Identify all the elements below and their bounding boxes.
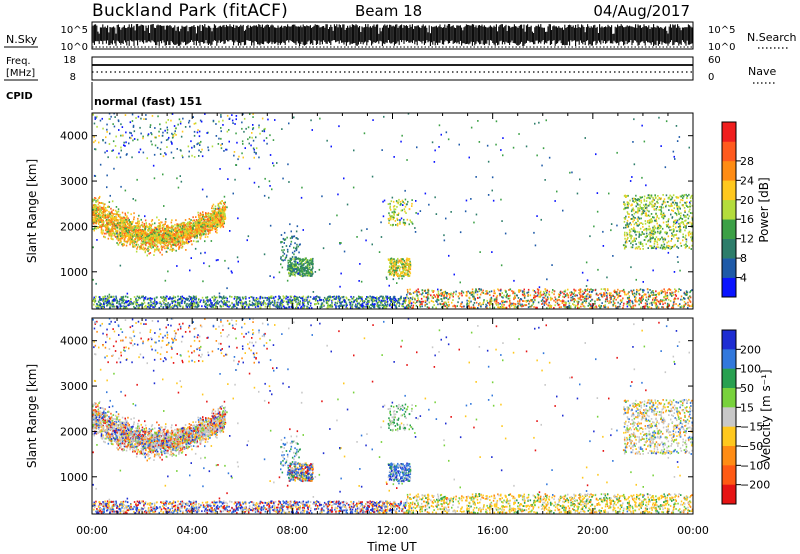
nsky-tick-top: 10^5 — [61, 25, 88, 36]
nsky-spikes — [91, 24, 693, 46]
freq-label-2: [MHz] — [6, 68, 35, 79]
power-color-4 — [722, 199, 736, 220]
power-color-3 — [722, 219, 736, 239]
power-panel: 1000 2000 3000 4000 Slant Range [km] — [25, 112, 694, 310]
velocity-color-2 — [722, 368, 736, 389]
x-tick-1: 04:00 — [176, 524, 208, 537]
freq-label-1: Freq. — [6, 56, 31, 67]
cpid-row: CPID normal (fast) 151 — [6, 82, 202, 110]
power-ytick-2: 3000 — [60, 175, 88, 188]
velocity-color-1 — [722, 349, 736, 369]
power-color-2 — [722, 238, 736, 259]
power-x-ticks — [91, 113, 694, 309]
site-title: Buckland Park (fitACF) — [92, 1, 288, 21]
velocity-scatter — [92, 317, 694, 514]
nave-tick-bottom: 0 — [708, 72, 714, 83]
power-y-axis: 1000 2000 3000 4000 — [60, 130, 693, 279]
velocity-cbar-tick-3: 15 — [740, 401, 754, 414]
power-cbar-tick-6: 28 — [740, 155, 754, 168]
velocity-ylabel: Slant Range [km] — [25, 364, 39, 468]
power-cbar-tick-5: 24 — [740, 174, 754, 187]
power-cbar-tick-4: 20 — [740, 194, 754, 207]
power-ytick-0: 1000 — [60, 266, 88, 279]
velocity-y-axis: 1000 2000 3000 4000 — [60, 335, 693, 484]
nave-label: Nave — [748, 65, 776, 78]
power-ytick-3: 4000 — [60, 130, 88, 143]
velocity-panel: 1000 2000 3000 4000 00:00 04:00 08:00 12:00 16:… — [25, 317, 709, 554]
power-color-6 — [722, 160, 736, 181]
power-color-0 — [722, 277, 736, 298]
x-axis-label: Time UT — [366, 540, 417, 554]
cpid-label: CPID — [6, 91, 33, 102]
nsearch-tick-top: 10^5 — [708, 25, 735, 36]
velocity-ytick-2: 3000 — [60, 380, 88, 393]
freq-panel: Freq. [MHz] 18 8 60 0 Nave — [4, 55, 776, 84]
x-tick-2: 08:00 — [276, 524, 308, 537]
power-cbar-tick-1: 8 — [740, 252, 747, 265]
velocity-colorbar: 200 100 50 15 −15 −50 −100 −200 Velocity [m s⁻¹… — [721, 329, 773, 505]
nsearch-tick-bottom: 10^0 — [708, 42, 735, 53]
power-color-1 — [722, 258, 736, 278]
nsky-panel: N.Sky 10^5 10^0 10^5 10^0 N.Search — [4, 21, 797, 53]
x-tick-5: 20:00 — [577, 524, 609, 537]
power-ylabel: Slant Range [km] — [25, 159, 39, 263]
velocity-cbar-tick-5: −50 — [740, 440, 763, 453]
velocity-ytick-3: 4000 — [60, 335, 88, 348]
nsky-tick-bottom: 10^0 — [61, 42, 88, 53]
velocity-color-6 — [722, 446, 736, 466]
date-title: 04/Aug/2017 — [593, 2, 690, 20]
velocity-color-8 — [722, 484, 736, 505]
velocity-color-7 — [722, 465, 736, 485]
nave-tick-top: 60 — [708, 55, 721, 66]
velocity-cbar-tick-7: −200 — [740, 479, 770, 492]
nsearch-label: N.Search — [747, 31, 797, 44]
power-cbar-tick-2: 12 — [740, 233, 754, 246]
velocity-color-3 — [722, 388, 736, 408]
power-colorbar: 4 8 12 16 20 24 28 Power [dB] — [721, 121, 771, 298]
power-scatter — [92, 112, 694, 309]
power-ytick-1: 2000 — [60, 220, 88, 233]
power-color-7 — [722, 141, 736, 162]
velocity-cbar-tick-0: 200 — [740, 343, 761, 356]
power-color-8 — [722, 122, 736, 142]
velocity-cbar-tick-2: 50 — [740, 382, 754, 395]
x-tick-4: 16:00 — [477, 524, 509, 537]
velocity-colorbar-label: Velocity [m s⁻¹] — [759, 369, 773, 462]
x-tick-6: 00:00 — [677, 524, 709, 537]
power-colorbar-label: Power [dB] — [757, 177, 771, 242]
velocity-ytick-0: 1000 — [60, 471, 88, 484]
freq-tick-top: 18 — [63, 55, 76, 66]
velocity-cbar-tick-1: 100 — [740, 363, 761, 376]
velocity-color-5 — [722, 426, 736, 447]
beam-title: Beam 18 — [355, 2, 422, 20]
power-cbar-tick-0: 4 — [740, 272, 747, 285]
x-tick-3: 12:00 — [377, 524, 409, 537]
velocity-cbar-tick-6: −100 — [740, 459, 770, 472]
velocity-x-axis: 00:00 04:00 08:00 12:00 16:00 20:00 00:00 — [76, 318, 709, 537]
power-color-5 — [722, 180, 736, 201]
x-tick-0: 00:00 — [76, 524, 108, 537]
velocity-ytick-1: 2000 — [60, 425, 88, 438]
velocity-cbar-tick-4: −15 — [740, 421, 763, 434]
nsky-label: N.Sky — [6, 33, 38, 46]
velocity-color-0 — [722, 330, 736, 350]
power-cbar-tick-3: 16 — [740, 213, 754, 226]
velocity-color-4 — [722, 407, 736, 427]
freq-tick-bottom: 8 — [70, 72, 76, 83]
cpid-value: normal (fast) 151 — [94, 95, 202, 108]
